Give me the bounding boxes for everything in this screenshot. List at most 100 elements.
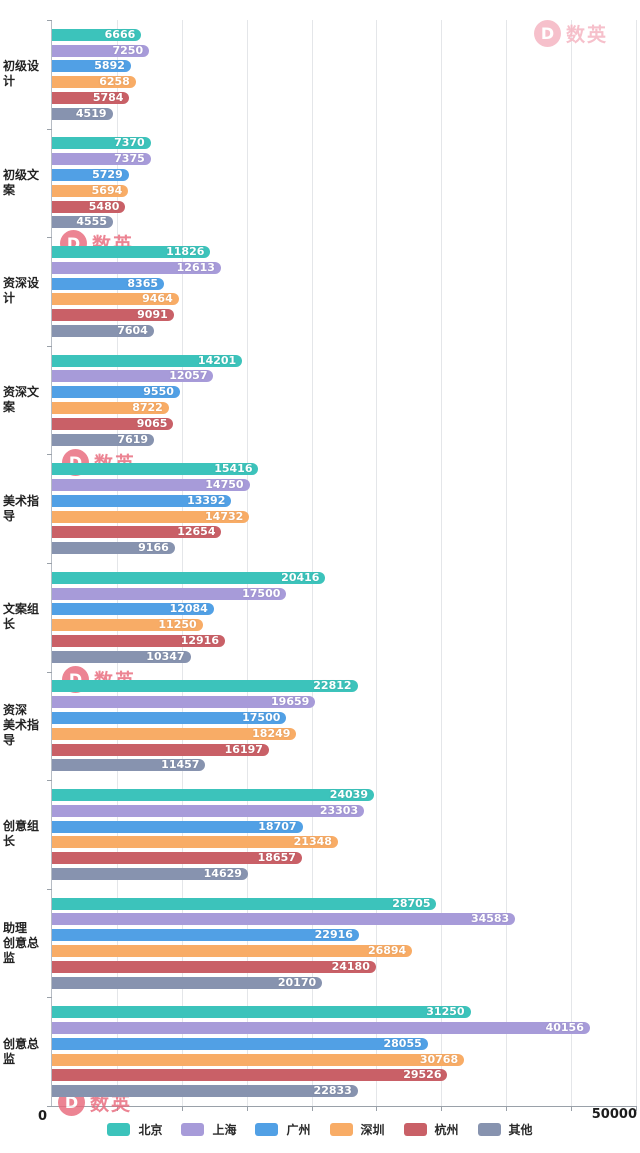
bar-深圳: 6258 xyxy=(52,76,136,89)
bar-其他: 4555 xyxy=(52,215,113,229)
bar-广州: 8365 xyxy=(52,276,165,290)
bar-深圳: 5694 xyxy=(52,183,129,197)
y-axis-tick xyxy=(47,454,52,456)
bar-广州: 28055 xyxy=(52,1036,428,1050)
bar-北京: 28705 xyxy=(52,896,437,910)
bar-杭州: 9091 xyxy=(52,309,174,322)
bar-value-label: 5694 xyxy=(91,183,123,197)
bar-value-label: 12084 xyxy=(169,602,208,616)
bar-value-label: 18249 xyxy=(252,726,291,740)
bar-value-label: 28055 xyxy=(383,1036,422,1050)
y-axis-tick xyxy=(47,128,52,130)
x-axis-tick xyxy=(376,1106,378,1111)
gridline xyxy=(441,20,443,1106)
category-label: 助理 创意总监 xyxy=(3,889,49,998)
y-axis-tick xyxy=(47,780,52,782)
bar-value-label: 9464 xyxy=(142,292,173,306)
category-label: 资深文案 xyxy=(3,346,49,455)
bar-北京: 22812 xyxy=(52,679,358,693)
category-label-text: 助理 创意总监 xyxy=(3,920,40,965)
legend-swatch xyxy=(329,1123,353,1136)
category-label: 初级文案 xyxy=(3,129,49,238)
bar-value-label: 15416 xyxy=(214,462,253,476)
bar-value-label: 22812 xyxy=(313,679,352,693)
bar-其他: 10347 xyxy=(52,649,191,663)
bar-value-label: 20416 xyxy=(281,570,320,584)
legend-label: 杭州 xyxy=(434,1123,459,1137)
legend-item: 杭州 xyxy=(403,1121,459,1138)
bar-深圳: 18249 xyxy=(52,726,297,740)
bar-value-label: 11826 xyxy=(166,244,205,258)
bar-value-label: 17500 xyxy=(242,710,281,724)
x-axis-label-max: 50000 xyxy=(591,1107,637,1122)
bar-广州: 22916 xyxy=(52,928,359,942)
bar-value-label: 14201 xyxy=(197,353,237,367)
bar-value-label: 16197 xyxy=(224,742,263,756)
bar-value-label: 4555 xyxy=(76,215,107,229)
legend-item: 上海 xyxy=(181,1121,236,1138)
bar-value-label: 9166 xyxy=(138,541,169,555)
category-label: 创意总监 xyxy=(3,997,49,1106)
bar-上海: 7250 xyxy=(52,43,150,57)
legend-label: 广州 xyxy=(286,1123,311,1137)
category-label: 创意组长 xyxy=(3,780,49,889)
bar-value-label: 9550 xyxy=(143,385,174,399)
brand-d-icon: D xyxy=(534,20,561,47)
category-group: 初级设计 6666 7250 5892 6258 5784 4519 xyxy=(3,20,636,129)
bar-value-label: 7250 xyxy=(112,43,144,57)
bar-value-label: 7370 xyxy=(114,136,145,150)
bar-value-label: 22833 xyxy=(313,1084,352,1098)
bar-广州: 18707 xyxy=(52,819,303,833)
gridline xyxy=(246,20,248,1106)
y-axis-tick xyxy=(47,20,52,21)
bar-value-label: 10347 xyxy=(146,649,185,663)
bar-value-label: 12057 xyxy=(169,369,208,383)
bar-value-label: 22916 xyxy=(314,928,353,942)
bar-其他: 20170 xyxy=(52,976,323,989)
bar-value-label: 7375 xyxy=(114,152,145,166)
category-label: 美术指导 xyxy=(3,454,49,563)
category-group: 助理 创意总监 28705 34583 22916 26894 24180 20170 xyxy=(3,889,636,998)
category-group: 文案组长 20416 17500 12084 11250 12916 10347 xyxy=(3,563,636,672)
bar-其他: 4519 xyxy=(52,106,113,120)
bar-其他: 14629 xyxy=(52,867,248,880)
bar-value-label: 19659 xyxy=(271,695,310,709)
category-label-text: 文案组长 xyxy=(3,602,40,632)
bar-value-label: 30768 xyxy=(419,1052,459,1066)
bar-value-label: 14750 xyxy=(205,477,244,491)
x-axis-tick xyxy=(311,1106,313,1111)
legend-item: 深圳 xyxy=(329,1121,385,1138)
legend-swatch xyxy=(255,1123,279,1136)
legend-swatch xyxy=(107,1123,131,1136)
bar-value-label: 18707 xyxy=(258,819,297,833)
category-label-text: 创意总监 xyxy=(3,1036,40,1066)
bar-北京: 24039 xyxy=(52,788,374,801)
bar-其他: 22833 xyxy=(52,1084,358,1098)
bar-value-label: 4519 xyxy=(75,106,107,120)
y-axis-tick xyxy=(47,237,52,239)
bar-深圳: 21348 xyxy=(52,836,338,849)
bar-杭州: 29526 xyxy=(52,1069,448,1082)
bar-value-label: 12613 xyxy=(176,260,215,274)
bar-value-label: 8365 xyxy=(127,276,159,290)
bar-value-label: 8722 xyxy=(132,400,163,414)
bar-上海: 40156 xyxy=(52,1021,590,1034)
legend-label: 其他 xyxy=(508,1123,533,1137)
category-group: 美术指导 15416 14750 13392 14732 12654 9166 xyxy=(3,454,636,563)
bar-value-label: 28705 xyxy=(392,896,431,910)
legend-item: 北京 xyxy=(107,1121,162,1138)
category-label-text: 初级文案 xyxy=(3,167,40,197)
legend-label: 上海 xyxy=(212,1123,237,1137)
bar-上海: 17500 xyxy=(52,587,287,600)
bar-北京: 31250 xyxy=(52,1006,471,1019)
legend-label: 深圳 xyxy=(360,1123,385,1137)
x-axis-tick xyxy=(571,1106,573,1111)
bar-value-label: 11457 xyxy=(161,758,200,772)
category-label: 文案组长 xyxy=(3,563,49,672)
y-axis-tick xyxy=(47,997,52,999)
bar-value-label: 5729 xyxy=(92,167,123,181)
bar-广州: 9550 xyxy=(52,385,180,399)
gridline xyxy=(311,20,313,1106)
category-label-text: 资深文案 xyxy=(3,385,40,415)
bar-杭州: 18657 xyxy=(52,852,302,865)
